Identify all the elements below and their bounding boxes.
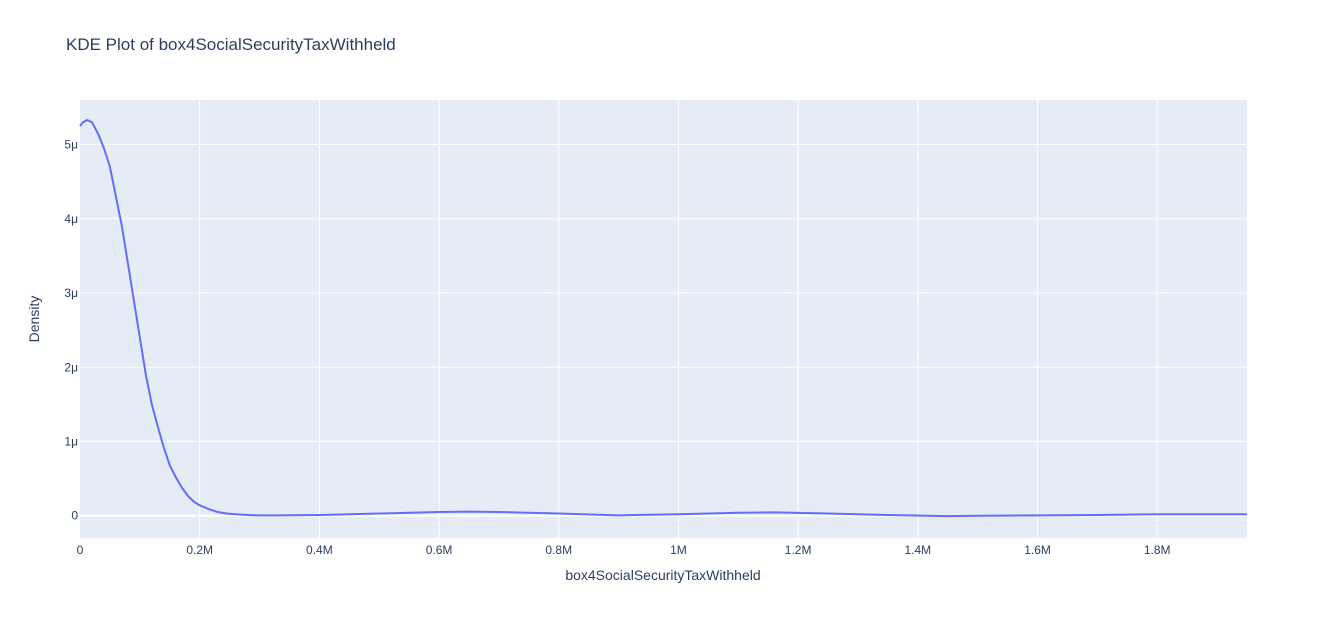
x-tick-label: 0 (77, 543, 84, 557)
x-tick-label: 1.8M (1144, 543, 1171, 557)
kde-line (79, 119, 1247, 518)
x-axis-title: box4SocialSecurityTaxWithheld (565, 567, 760, 583)
x-tick-label: 1.2M (785, 543, 812, 557)
y-tick-label: 1μ (64, 434, 78, 448)
x-tick-labels: 0 0.2M 0.4M 0.6M 0.8M 1M 1.2M 1.4M 1.6M 1.8M (77, 543, 1171, 557)
y-tick-label: 5μ (64, 138, 78, 152)
y-tick-label: 0 (71, 509, 78, 523)
x-tick-label: 1M (670, 543, 687, 557)
x-tick-label: 0.4M (306, 543, 333, 557)
x-tick-label: 1.4M (905, 543, 932, 557)
y-tick-labels: 0 1μ 2μ 3μ 4μ 5μ (64, 138, 78, 523)
grid-lines (80, 100, 1247, 538)
x-tick-label: 0.8M (545, 543, 572, 557)
y-tick-label: 2μ (64, 360, 78, 374)
y-tick-label: 4μ (64, 212, 78, 226)
x-tick-label: 0.6M (426, 543, 453, 557)
chart-title: KDE Plot of box4SocialSecurityTaxWithhel… (66, 35, 396, 54)
y-tick-label: 3μ (64, 286, 78, 300)
x-tick-label: 0.2M (186, 543, 213, 557)
y-axis-title: Density (26, 296, 42, 343)
series-layer (79, 119, 1247, 518)
plot-area (80, 100, 1247, 538)
x-tick-label: 1.6M (1024, 543, 1051, 557)
